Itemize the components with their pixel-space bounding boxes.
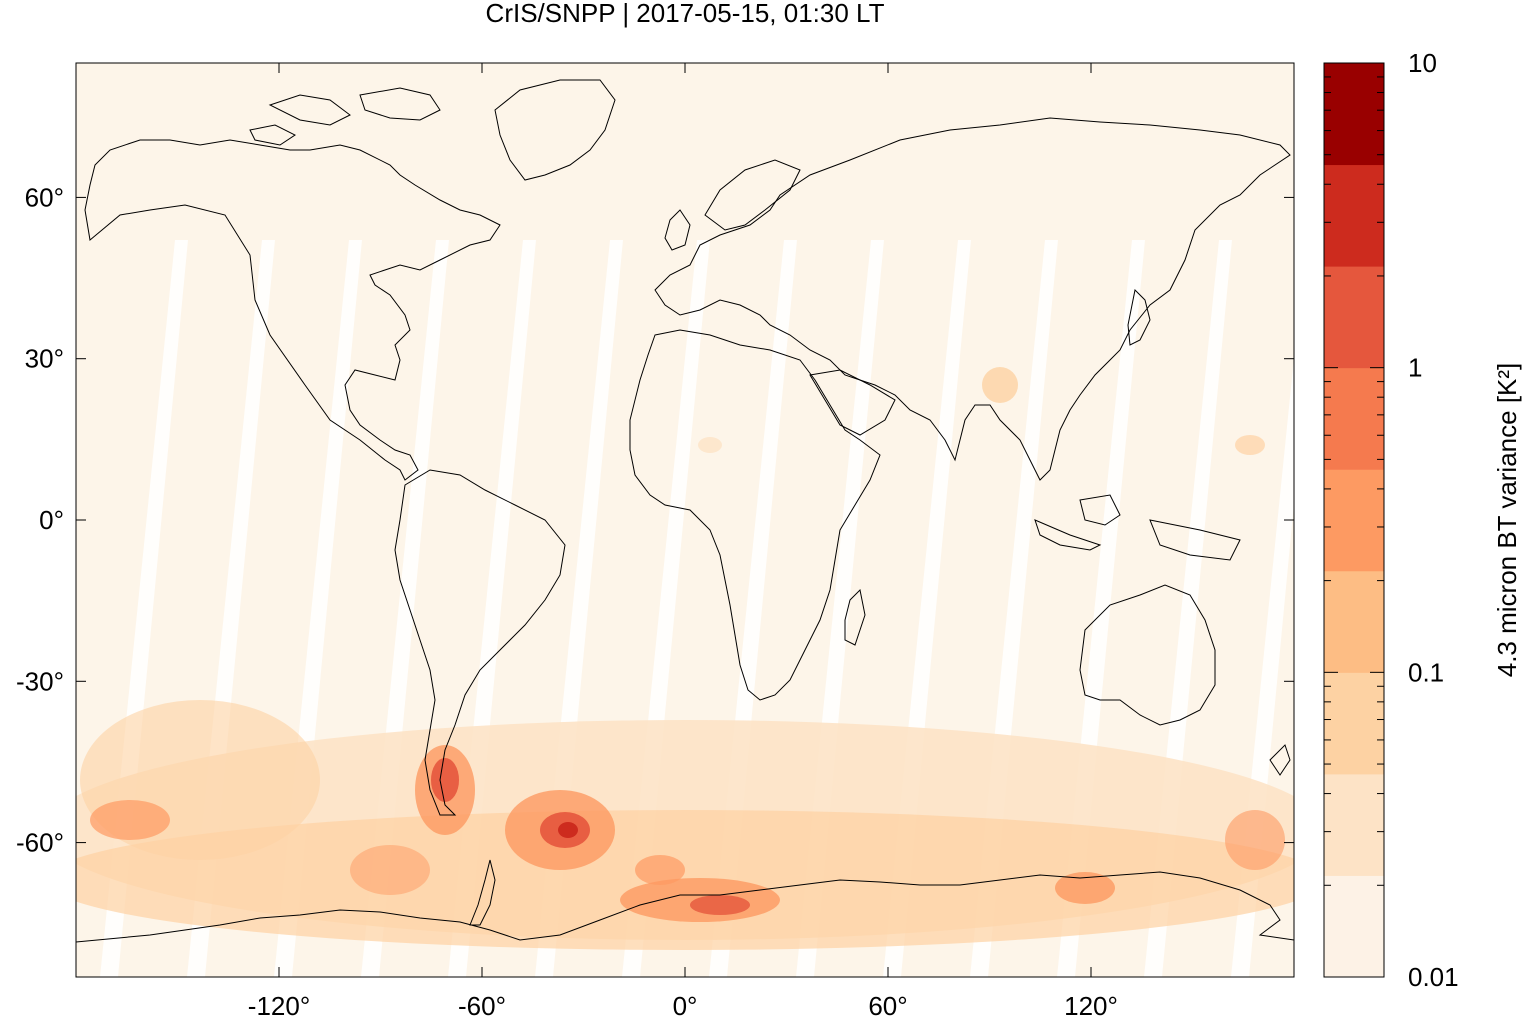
lat-tick-label: 60° xyxy=(25,182,64,212)
colorbar-bands xyxy=(1324,63,1384,978)
lat-tick-label: 0° xyxy=(39,505,64,535)
plot-title: CrIS/SNPP | 2017-05-15, 01:30 LT xyxy=(486,0,885,28)
lat-tick-label: 30° xyxy=(25,344,64,374)
coastlines xyxy=(76,79,1294,943)
colorbar-tick-label: 1 xyxy=(1408,353,1422,383)
colorbar-band xyxy=(1324,469,1384,572)
colorbar-band xyxy=(1324,63,1384,166)
map-axis-ticks: -120° -60° 0° 60° 120° 60° 30° 0° -30° -60° xyxy=(16,63,1294,1020)
lon-tick-label: -60° xyxy=(458,991,506,1020)
lat-tick-label: -60° xyxy=(16,828,64,858)
colorbar-band xyxy=(1324,367,1384,470)
colorbar-label: 4.3 micron BT variance [K²] xyxy=(1492,363,1522,678)
colorbar-frame xyxy=(1323,62,1385,978)
lat-tick-label: -30° xyxy=(16,666,64,696)
lon-tick-label: 0° xyxy=(673,991,698,1020)
colorbar-band xyxy=(1324,164,1384,267)
colorbar-tick-label: 0.01 xyxy=(1408,962,1459,992)
lon-tick-label: 120° xyxy=(1064,991,1118,1020)
colorbar-ticks: 10 1 0.1 0.01 xyxy=(1324,48,1459,992)
colorbar-band xyxy=(1324,570,1384,673)
colorbar-tick-label: 0.1 xyxy=(1408,657,1444,687)
colorbar-tick-label: 10 xyxy=(1408,48,1437,78)
colorbar-band xyxy=(1324,672,1384,775)
map-panel: -120° -60° 0° 60° 120° 60° 30° 0° -30° -60° xyxy=(16,62,1295,1020)
colorbar-band xyxy=(1324,266,1384,369)
colorbar-band xyxy=(1324,875,1384,978)
colorbar: 10 1 0.1 0.01 4.3 micron BT variance [K²] xyxy=(1323,48,1522,992)
lon-tick-label: -120° xyxy=(248,991,310,1020)
variance-field xyxy=(76,367,1294,950)
lon-tick-label: 60° xyxy=(868,991,907,1020)
colorbar-band xyxy=(1324,773,1384,876)
